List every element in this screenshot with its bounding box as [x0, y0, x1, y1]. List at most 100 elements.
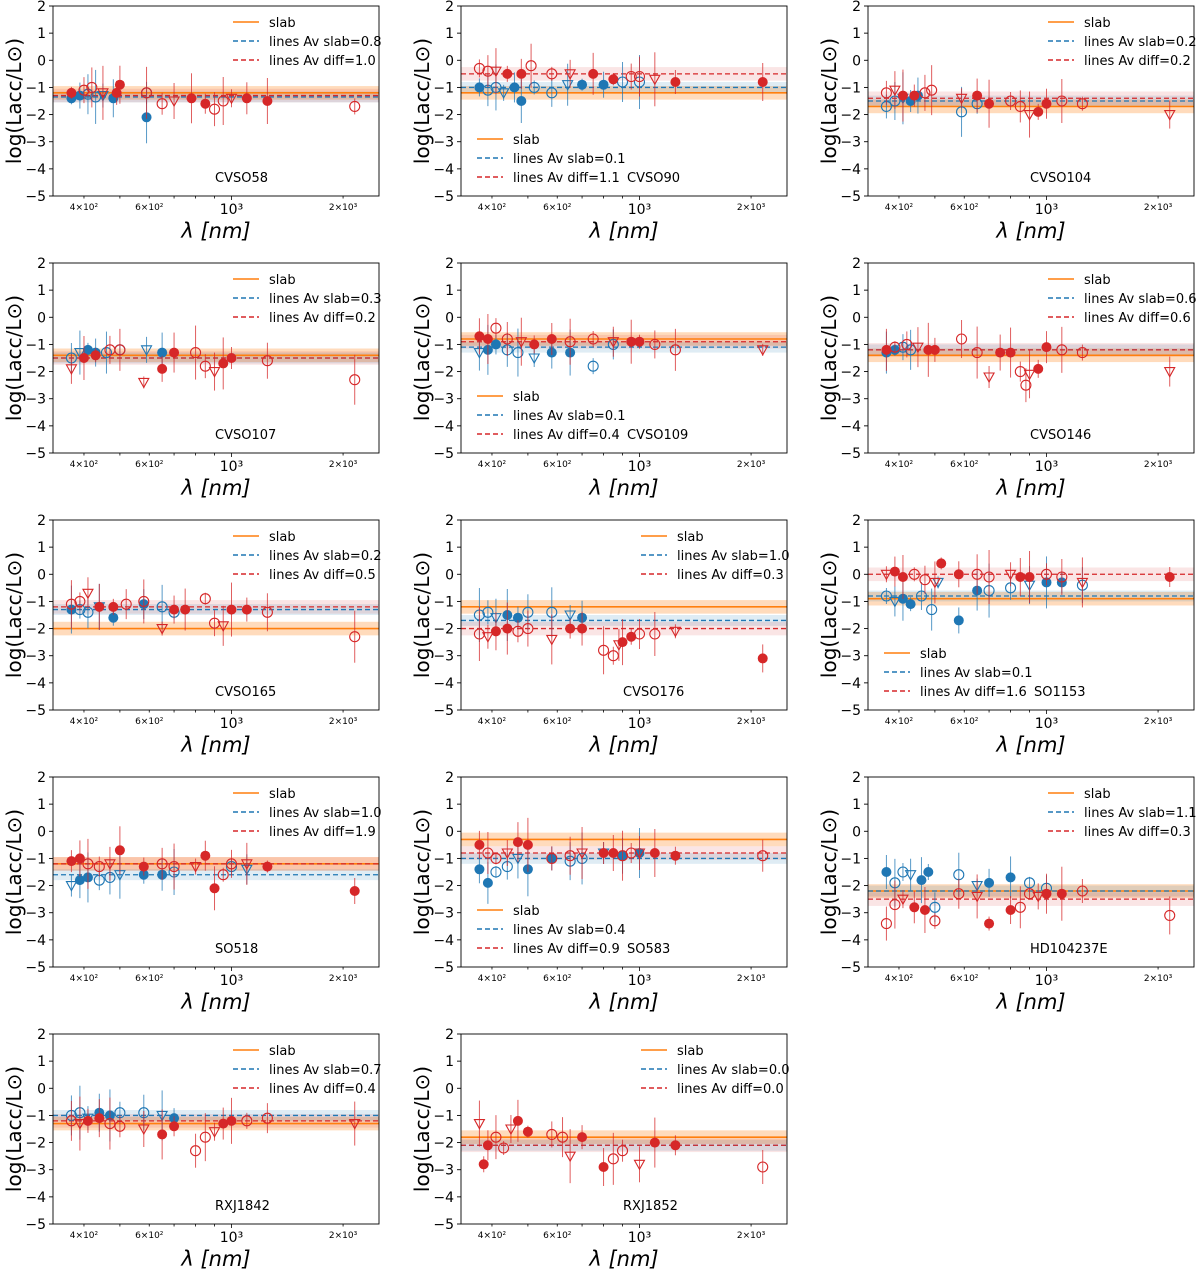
y-tick-label: 2: [37, 0, 46, 15]
point-marker-open: [633, 71, 646, 83]
point-marker: [474, 82, 485, 93]
point-marker-open: [490, 322, 502, 334]
y-tick-label: −1: [433, 594, 454, 610]
point-marker: [577, 79, 588, 90]
upper-limit-marker: [137, 1124, 150, 1136]
point-marker: [670, 1140, 681, 1151]
y-tick-label: −5: [433, 189, 454, 205]
x-tick-label: 2×10³: [329, 203, 358, 213]
y-tick-label: −1: [840, 337, 861, 353]
legend-lines-diff-label: lines Av diff=1.0: [269, 54, 376, 69]
object-name: RXJ1852: [623, 1199, 678, 1214]
point-marker: [509, 82, 520, 93]
legend-lines-slab-label: lines Av slab=0.8: [269, 35, 382, 50]
point-marker: [218, 1118, 229, 1129]
point-marker-open: [905, 344, 917, 356]
upper-limit-marker: [208, 367, 221, 378]
upper-limit-marker: [669, 626, 682, 638]
object-name: SO583: [627, 942, 670, 957]
x-tick-label: 6×10²: [135, 203, 164, 213]
point-marker-open: [78, 84, 90, 96]
y-axis-label: log(Lacc/L⊙): [2, 809, 26, 935]
legend-slab-label: slab: [269, 16, 296, 31]
axes-frame: [460, 519, 788, 711]
legend-lines-diff-label: lines Av diff=0.3: [1084, 825, 1191, 840]
upper-limit-marker: [225, 93, 238, 105]
point-marker-open: [564, 336, 576, 348]
y-tick-label: −5: [25, 960, 46, 976]
y-tick-label: 1: [445, 797, 454, 813]
point-marker-open: [114, 1120, 126, 1132]
y-tick-label: 1: [445, 1054, 454, 1070]
point-marker-open: [65, 598, 77, 610]
point-marker-open: [104, 1118, 116, 1130]
point-marker-open: [757, 1161, 769, 1173]
object-name: RXJ1842: [215, 1199, 270, 1214]
x-tick-label: 2×10³: [737, 1231, 766, 1241]
axes-frame: [867, 776, 1195, 968]
y-tick-label: −1: [433, 1108, 454, 1124]
point-marker: [923, 867, 934, 877]
y-tick-label: 0: [445, 567, 454, 583]
upper-limit-marker: [1023, 110, 1036, 121]
y-tick-label: −2: [840, 622, 861, 638]
y-tick-label: 0: [37, 53, 46, 69]
point-marker: [502, 68, 513, 79]
point-marker-open: [528, 81, 540, 93]
object-name: HD104237E: [1030, 942, 1108, 957]
y-tick-label: 1: [37, 797, 46, 813]
legend-lines-diff-label: lines Av diff=1.6: [920, 685, 1027, 700]
point-marker: [169, 604, 180, 615]
y-axis-label: log(Lacc/L⊙): [817, 38, 841, 164]
y-tick-label: −4: [25, 1190, 46, 1206]
x-tick-label: 10³: [628, 973, 651, 989]
upper-limit-marker: [504, 1124, 517, 1136]
point-marker-open: [156, 98, 168, 110]
point-marker-open: [607, 650, 619, 662]
point-marker-open: [897, 866, 909, 878]
y-tick-label: 0: [445, 310, 454, 326]
y-tick-label: 1: [445, 540, 454, 556]
legend-slab-label: slab: [920, 647, 947, 662]
upper-limit-marker: [168, 96, 180, 108]
y-tick-label: −4: [25, 419, 46, 435]
x-axis-label: λ [nm]: [995, 990, 1065, 1014]
point-marker: [522, 839, 533, 850]
y-tick-label: −2: [433, 879, 454, 895]
point-marker-open: [473, 62, 485, 74]
upper-limit-marker: [140, 345, 153, 356]
point-marker: [186, 93, 197, 104]
upper-limit-marker: [983, 372, 995, 384]
subplot-cvso146: 2 1 0 −1 −2 −3 −4 −5 4×10² 6×10² 10³ 2×10³ λ [nm] log…: [817, 256, 1197, 500]
point-marker-open: [512, 625, 524, 637]
y-tick-label: −5: [840, 446, 861, 462]
legend-lines-diff-label: lines Av diff=0.5: [269, 568, 376, 583]
point-marker-open: [74, 595, 86, 607]
y-tick-label: −2: [840, 365, 861, 381]
subplot-cvso58: 2 1 0 −1 −2 −3 −4 −5 4×10² 6×10² 10³ 2×10³ λ [nm] log…: [2, 0, 382, 243]
x-tick-label: 10³: [220, 973, 243, 989]
y-tick-label: −2: [25, 108, 46, 124]
point-marker: [94, 1113, 105, 1124]
point-marker: [218, 358, 229, 369]
point-marker: [889, 566, 900, 577]
legend-lines-diff-label: lines Av diff=0.2: [269, 311, 376, 326]
point-marker-open: [1076, 885, 1088, 897]
y-tick-label: −5: [25, 446, 46, 462]
point-marker: [588, 68, 599, 79]
upper-limit-marker: [73, 1119, 86, 1130]
point-marker: [169, 1121, 180, 1132]
y-tick-label: −3: [25, 906, 46, 922]
y-tick-label: 0: [852, 53, 861, 69]
x-tick-label: 6×10²: [135, 717, 164, 727]
point-marker: [1041, 98, 1052, 109]
legend-slab-label: slab: [1084, 273, 1111, 288]
y-axis-label: log(Lacc/L⊙): [817, 295, 841, 421]
point-marker: [1041, 342, 1052, 353]
point-marker-open: [156, 601, 168, 613]
y-tick-label: −5: [433, 703, 454, 719]
upper-limit-marker: [1004, 569, 1017, 581]
y-tick-label: −2: [840, 108, 861, 124]
point-marker-open: [65, 1115, 77, 1127]
upper-limit-marker: [103, 859, 116, 870]
